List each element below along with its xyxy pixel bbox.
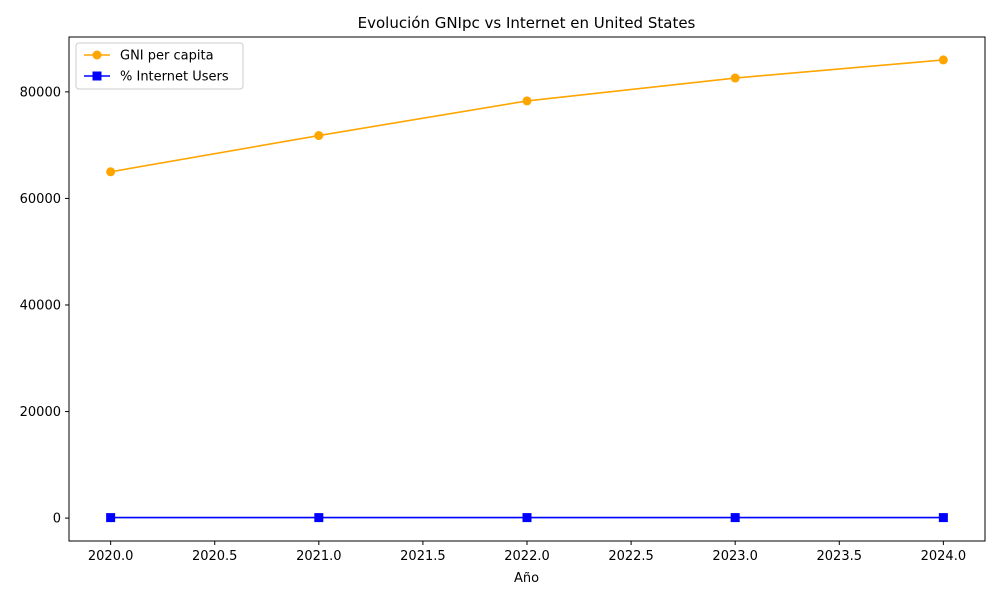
- y-tick-label: 0: [53, 512, 61, 527]
- x-tick-label: 2022.5: [608, 549, 654, 564]
- legend-marker: [93, 51, 102, 60]
- legend-label: % Internet Users: [120, 70, 229, 85]
- plot-area: 2020.0 2020.5 2021.0 2021.5 2022.0 2022.5 2023…: [20, 37, 985, 564]
- data-point: [314, 513, 323, 522]
- data-point: [314, 131, 323, 140]
- data-point: [523, 96, 532, 105]
- x-tick-label: 2020.5: [192, 549, 238, 564]
- data-point: [523, 513, 532, 522]
- x-tick-label: 2024.0: [921, 549, 967, 564]
- series-2: [106, 513, 948, 522]
- legend-label: GNI per capita: [120, 49, 214, 64]
- x-tick-label: 2020.0: [88, 549, 134, 564]
- plot-frame: [69, 37, 985, 541]
- data-point: [106, 513, 115, 522]
- data-point: [731, 74, 740, 83]
- data-point: [106, 167, 115, 176]
- x-axis-label: Año: [514, 571, 539, 586]
- chart-title: Evolución GNIpc vs Internet en United St…: [358, 14, 696, 32]
- y-tick-label: 60000: [20, 192, 61, 207]
- x-tick-label: 2023.0: [712, 549, 758, 564]
- legend-marker: [93, 72, 102, 81]
- x-tick-label: 2021.0: [296, 549, 342, 564]
- y-tick-label: 40000: [20, 298, 61, 313]
- y-tick-label: 20000: [20, 405, 61, 420]
- data-point: [939, 55, 948, 64]
- data-point: [731, 513, 740, 522]
- x-tick-label: 2023.5: [817, 549, 863, 564]
- legend: GNI per capita % Internet Users: [76, 43, 243, 89]
- x-tick-label: 2022.0: [504, 549, 550, 564]
- y-tick-label: 80000: [20, 85, 61, 100]
- data-point: [939, 513, 948, 522]
- x-tick-label: 2021.5: [400, 549, 446, 564]
